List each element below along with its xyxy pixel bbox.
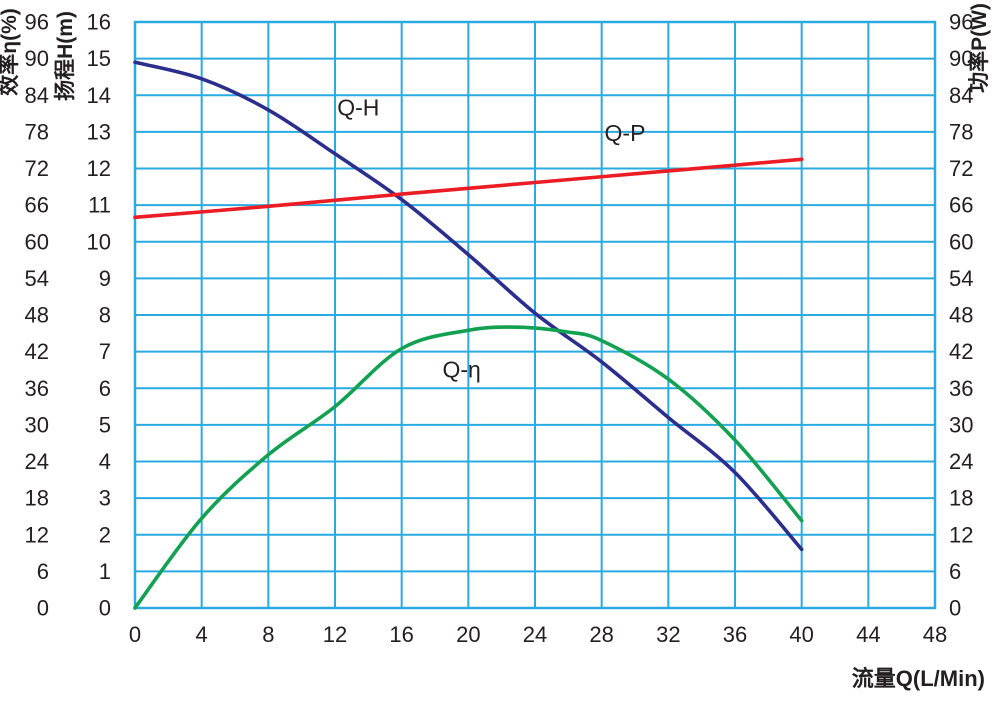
- x-tick-label: 16: [389, 622, 413, 647]
- x-tick-label: 32: [656, 622, 680, 647]
- x-tick-label: 48: [923, 622, 947, 647]
- power-tick-label: 72: [949, 156, 973, 181]
- x-tick-label: 40: [789, 622, 813, 647]
- x-axis-title: 流量Q(L/Min): [852, 666, 985, 691]
- head-tick-label: 14: [87, 83, 111, 108]
- power-tick-label: 96: [949, 10, 973, 35]
- curve-label-Q-P: Q-P: [605, 120, 646, 146]
- efficiency-tick-label: 96: [25, 10, 49, 35]
- power-tick-label: 36: [949, 376, 973, 401]
- head-tick-label: 13: [87, 119, 111, 144]
- power-axis-title: 功率P(W): [967, 3, 991, 93]
- head-tick-label: 4: [99, 449, 111, 474]
- plot-border: [133, 20, 937, 610]
- head-tick-label: 7: [99, 339, 111, 364]
- efficiency-tick-label: 0: [37, 596, 49, 621]
- x-tick-label: 8: [262, 622, 274, 647]
- head-tick-label: 9: [99, 266, 111, 291]
- efficiency-tick-label: 42: [25, 339, 49, 364]
- head-axis-title: 扬程H(m): [54, 11, 77, 101]
- x-tick-label: 0: [129, 622, 141, 647]
- head-tick-label: 5: [99, 412, 111, 437]
- head-tick-label: 10: [87, 229, 111, 254]
- curve-Q-H: [133, 60, 804, 552]
- curve-label-Q-η: Q-η: [442, 356, 480, 382]
- x-tick-label: 20: [456, 622, 480, 647]
- x-tick-label: 24: [523, 622, 547, 647]
- power-tick-label: 48: [949, 303, 973, 328]
- power-tick-label: 78: [949, 119, 973, 144]
- efficiency-tick-label: 18: [25, 486, 49, 511]
- power-tick-label: 66: [949, 193, 973, 218]
- efficiency-tick-label: 24: [25, 449, 49, 474]
- curve-label-Q-H: Q-H: [337, 94, 379, 120]
- x-tick-label: 36: [723, 622, 747, 647]
- efficiency-tick-label: 12: [25, 522, 49, 547]
- efficiency-tick-label: 84: [25, 83, 49, 108]
- head-tick-label: 2: [99, 522, 111, 547]
- head-tick-label: 16: [87, 10, 111, 35]
- head-tick-label: 15: [87, 46, 111, 71]
- efficiency-tick-label: 90: [25, 46, 49, 71]
- head-tick-label: 11: [88, 193, 111, 218]
- head-tick-label: 0: [99, 596, 111, 621]
- power-tick-label: 12: [949, 522, 973, 547]
- power-tick-label: 6: [949, 559, 961, 584]
- head-tick-label: 6: [99, 376, 111, 401]
- power-tick-label: 90: [949, 46, 973, 71]
- power-tick-label: 42: [949, 339, 973, 364]
- x-tick-label: 4: [196, 622, 208, 647]
- head-tick-label: 3: [99, 486, 111, 511]
- head-tick-label: 8: [99, 303, 111, 328]
- head-tick-label: 12: [87, 156, 111, 181]
- x-tick-label: 44: [856, 622, 880, 647]
- curve-Q-P: [133, 157, 804, 220]
- efficiency-tick-label: 54: [25, 266, 49, 291]
- efficiency-tick-label: 48: [25, 303, 49, 328]
- efficiency-tick-label: 36: [25, 376, 49, 401]
- efficiency-tick-label: 66: [25, 193, 49, 218]
- efficiency-axis-title: 效率η(%): [0, 8, 21, 96]
- power-tick-label: 0: [949, 596, 961, 621]
- power-tick-label: 18: [949, 486, 973, 511]
- efficiency-tick-label: 60: [25, 229, 49, 254]
- power-tick-label: 60: [949, 229, 973, 254]
- efficiency-tick-label: 30: [25, 412, 49, 437]
- x-tick-label: 28: [589, 622, 613, 647]
- efficiency-tick-label: 6: [37, 559, 49, 584]
- power-tick-label: 54: [949, 266, 973, 291]
- x-tick-label: 12: [323, 622, 347, 647]
- curve-Q-η: [133, 325, 804, 610]
- efficiency-tick-label: 78: [25, 119, 49, 144]
- power-tick-label: 24: [949, 449, 973, 474]
- power-tick-label: 84: [949, 83, 973, 108]
- efficiency-tick-label: 72: [25, 156, 49, 181]
- power-tick-label: 30: [949, 412, 973, 437]
- head-tick-label: 1: [99, 559, 111, 584]
